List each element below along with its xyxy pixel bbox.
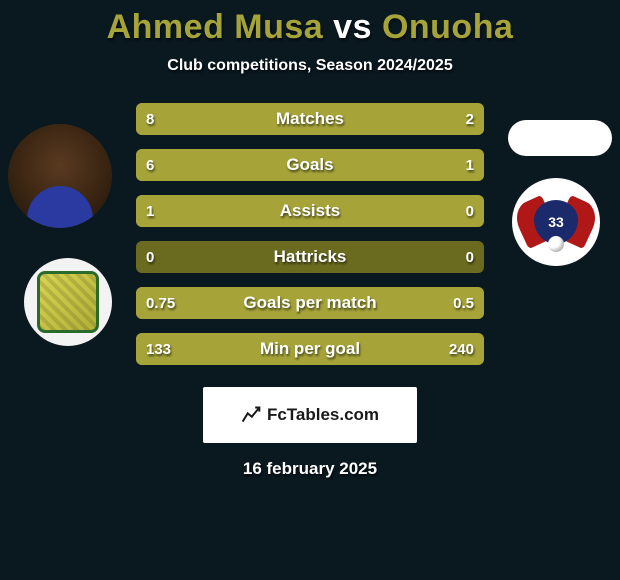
stat-value-left: 133 [146,341,171,358]
stat-bar-left [136,149,434,181]
stat-row: Goals per match0.750.5 [136,287,484,319]
player2-avatar [508,120,612,156]
stat-label: Hattricks [136,247,484,267]
player1-head-icon [8,124,112,228]
title-vs: vs [333,8,372,46]
stat-bar-left [136,103,414,135]
club-crest-1-icon [24,258,112,346]
page-title: Ahmed Musa vs Onuoha [0,8,620,47]
watermark-badge: FcTables.com [203,387,417,443]
club-crest-2-icon: 33 [512,178,600,266]
club-crest-2-text: 33 [548,214,564,230]
stat-value-left: 0 [146,249,154,266]
player1-avatar [8,124,112,228]
stat-value-right: 0 [466,203,474,220]
stats-panel: Matches82Goals61Assists10Hattricks00Goal… [136,103,484,365]
title-player2: Onuoha [382,8,513,46]
date-text: 16 february 2025 [0,459,620,479]
stat-value-left: 6 [146,157,154,174]
stat-row: Min per goal133240 [136,333,484,365]
player2-club-crest: 33 [512,178,600,266]
stat-value-right: 0 [466,249,474,266]
stat-bar-left [136,195,484,227]
stat-row: Assists10 [136,195,484,227]
stat-row: Matches82 [136,103,484,135]
stat-value-right: 2 [466,111,474,128]
stat-row: Goals61 [136,149,484,181]
subtitle: Club competitions, Season 2024/2025 [0,57,620,75]
stat-bar-right [434,149,484,181]
infographic-container: Ahmed Musa vs Onuoha Club competitions, … [0,0,620,580]
stat-value-right: 0.5 [453,295,474,312]
stat-value-right: 240 [449,341,474,358]
stat-value-left: 0.75 [146,295,175,312]
stat-value-right: 1 [466,157,474,174]
watermark-text: FcTables.com [267,405,379,425]
stat-value-left: 8 [146,111,154,128]
player1-club-crest [24,258,112,346]
title-player1: Ahmed Musa [107,8,324,46]
stat-row: Hattricks0 0 [136,241,484,273]
chart-icon [241,405,261,425]
stat-value-left: 1 [146,203,154,220]
